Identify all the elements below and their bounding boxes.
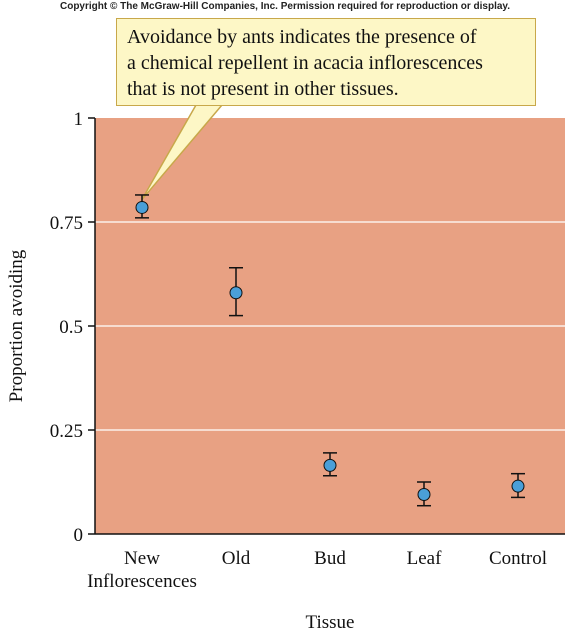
callout-line: that is not present in other tissues. <box>127 78 399 100</box>
data-point <box>229 286 243 300</box>
y-axis-label: Proportion avoiding <box>6 249 27 402</box>
x-tick-label: New Inflorescences <box>87 548 197 592</box>
x-tick-label: Control <box>489 548 547 569</box>
x-tick-label: Bud <box>314 548 346 569</box>
data-point-group <box>511 472 525 499</box>
y-tick-label: 0.5 <box>59 317 83 338</box>
x-tick-label: Old <box>222 548 251 569</box>
y-tick-label: 0.25 <box>50 421 83 442</box>
y-tick-label: 0.75 <box>50 213 83 234</box>
copyright-notice: Copyright © The McGraw-Hill Companies, I… <box>59 1 511 12</box>
callout-line: a chemical repellent in acacia infloresc… <box>127 52 483 74</box>
data-point-group <box>417 481 431 507</box>
y-tick-label: 0 <box>74 525 84 546</box>
data-point <box>323 458 337 472</box>
data-points <box>135 194 525 507</box>
data-point-group <box>323 452 337 477</box>
data-point-group <box>135 194 149 219</box>
data-point-group <box>229 267 243 317</box>
data-point <box>511 479 525 493</box>
x-tick-label: Leaf <box>407 548 442 569</box>
y-ticks: 0 0.25 0.5 0.75 1 <box>50 109 95 546</box>
x-ticks: New Inflorescences Old Bud Leaf Control <box>87 548 547 592</box>
data-point <box>135 200 149 214</box>
annotation-callout: Avoidance by ants indicates the presence… <box>116 18 536 106</box>
gridlines <box>95 221 565 431</box>
x-axis-label: Tissue <box>306 612 355 633</box>
callout-line: Avoidance by ants indicates the presence… <box>127 26 477 48</box>
data-point <box>417 487 431 501</box>
y-tick-label: 1 <box>74 109 84 130</box>
